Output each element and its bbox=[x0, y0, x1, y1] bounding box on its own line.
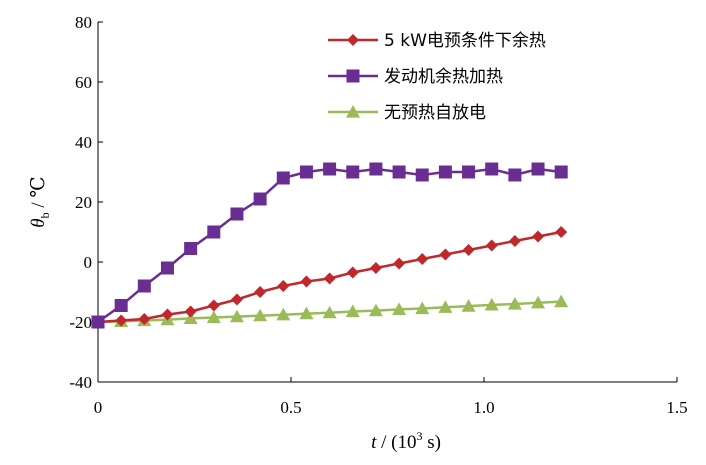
data-point bbox=[253, 192, 267, 206]
data-point bbox=[392, 302, 407, 315]
data-point bbox=[532, 230, 545, 243]
legend-label: 5 kW电预条件下余热 bbox=[384, 31, 546, 51]
x-tick-label: 1.0 bbox=[473, 398, 494, 417]
data-point bbox=[461, 299, 476, 312]
data-point bbox=[369, 262, 382, 274]
data-point bbox=[184, 305, 197, 318]
x-axis-var: t bbox=[371, 432, 377, 453]
series-diamond bbox=[92, 226, 568, 328]
x-tick-label: 0 bbox=[94, 398, 103, 417]
data-point bbox=[555, 226, 568, 238]
x-axis-unit-exp: 3 bbox=[416, 429, 422, 443]
data-point bbox=[554, 294, 569, 308]
data-point bbox=[531, 295, 546, 309]
data-point bbox=[115, 314, 128, 327]
data-point bbox=[206, 310, 221, 324]
data-point bbox=[91, 315, 105, 329]
data-point bbox=[392, 165, 406, 179]
data-point bbox=[415, 301, 430, 315]
data-point bbox=[485, 162, 499, 176]
data-point bbox=[299, 306, 314, 320]
data-point bbox=[415, 168, 429, 182]
data-point bbox=[323, 162, 337, 176]
data-point bbox=[229, 309, 244, 323]
data-point bbox=[299, 165, 313, 179]
series-square bbox=[91, 162, 568, 329]
y-tick-label: -40 bbox=[69, 373, 92, 392]
data-point bbox=[207, 225, 221, 239]
data-point bbox=[345, 304, 360, 318]
data-point bbox=[322, 305, 337, 319]
y-axis-sub: b bbox=[38, 212, 52, 218]
data-point bbox=[369, 162, 383, 176]
data-point bbox=[323, 272, 336, 285]
data-point bbox=[230, 207, 244, 221]
y-axis-title: θb / ℃ bbox=[28, 176, 52, 227]
legend-item: 无预热自放电 bbox=[328, 103, 486, 123]
data-point bbox=[416, 253, 429, 265]
y-tick-label: 20 bbox=[75, 193, 92, 212]
data-point bbox=[346, 165, 360, 179]
data-point bbox=[114, 299, 128, 312]
data-point bbox=[160, 261, 174, 275]
legend-swatch-marker bbox=[347, 34, 359, 46]
data-point bbox=[484, 297, 499, 311]
data-point bbox=[531, 162, 545, 176]
x-axis-unit-prefix: / (10 bbox=[376, 432, 416, 453]
data-point bbox=[438, 300, 453, 313]
data-point bbox=[508, 168, 522, 182]
data-point bbox=[253, 308, 268, 322]
y-axis-var: θ bbox=[28, 218, 49, 227]
legend-label: 发动机余热加热 bbox=[384, 67, 503, 87]
data-point bbox=[508, 235, 521, 247]
y-tick-label: -20 bbox=[69, 313, 92, 332]
data-point bbox=[485, 239, 498, 252]
data-point bbox=[300, 275, 313, 288]
x-tick-label: 0.5 bbox=[280, 398, 301, 417]
legend-label: 无预热自放电 bbox=[384, 103, 486, 123]
data-point bbox=[161, 308, 174, 321]
data-point bbox=[507, 297, 522, 310]
y-tick-label: 40 bbox=[75, 133, 92, 152]
data-point bbox=[254, 286, 267, 298]
y-tick-label: 80 bbox=[75, 13, 92, 32]
data-point bbox=[368, 303, 383, 317]
x-tick-label: 1.5 bbox=[666, 398, 687, 417]
data-point bbox=[276, 171, 290, 185]
data-point bbox=[138, 313, 151, 325]
data-point bbox=[462, 244, 475, 256]
y-axis-unit: / ℃ bbox=[28, 176, 49, 212]
data-point bbox=[277, 280, 290, 292]
data-point bbox=[438, 165, 452, 179]
x-axis-unit-suffix: s) bbox=[422, 432, 440, 453]
data-point bbox=[439, 248, 452, 261]
data-point bbox=[183, 311, 198, 324]
legend-swatch-marker bbox=[346, 105, 360, 118]
legend-item: 5 kW电预条件下余热 bbox=[328, 31, 546, 51]
data-point bbox=[346, 266, 359, 279]
legend-item: 发动机余热加热 bbox=[328, 67, 503, 87]
data-point bbox=[554, 165, 568, 179]
data-point bbox=[137, 279, 151, 293]
series-layer bbox=[91, 162, 569, 329]
data-point bbox=[462, 165, 476, 179]
legend-swatch-marker bbox=[346, 69, 360, 83]
data-point bbox=[276, 307, 291, 321]
axes: -40 -20 0 20 40 60 80 0 0.5 1.0 1.5 bbox=[69, 13, 687, 417]
y-tick-label: 60 bbox=[75, 73, 92, 92]
data-point bbox=[207, 299, 220, 312]
data-point bbox=[184, 242, 198, 255]
data-point bbox=[230, 293, 243, 306]
data-point bbox=[393, 257, 406, 270]
x-axis-title: t / (103 s) bbox=[371, 429, 441, 453]
y-tick-label: 0 bbox=[84, 253, 93, 272]
